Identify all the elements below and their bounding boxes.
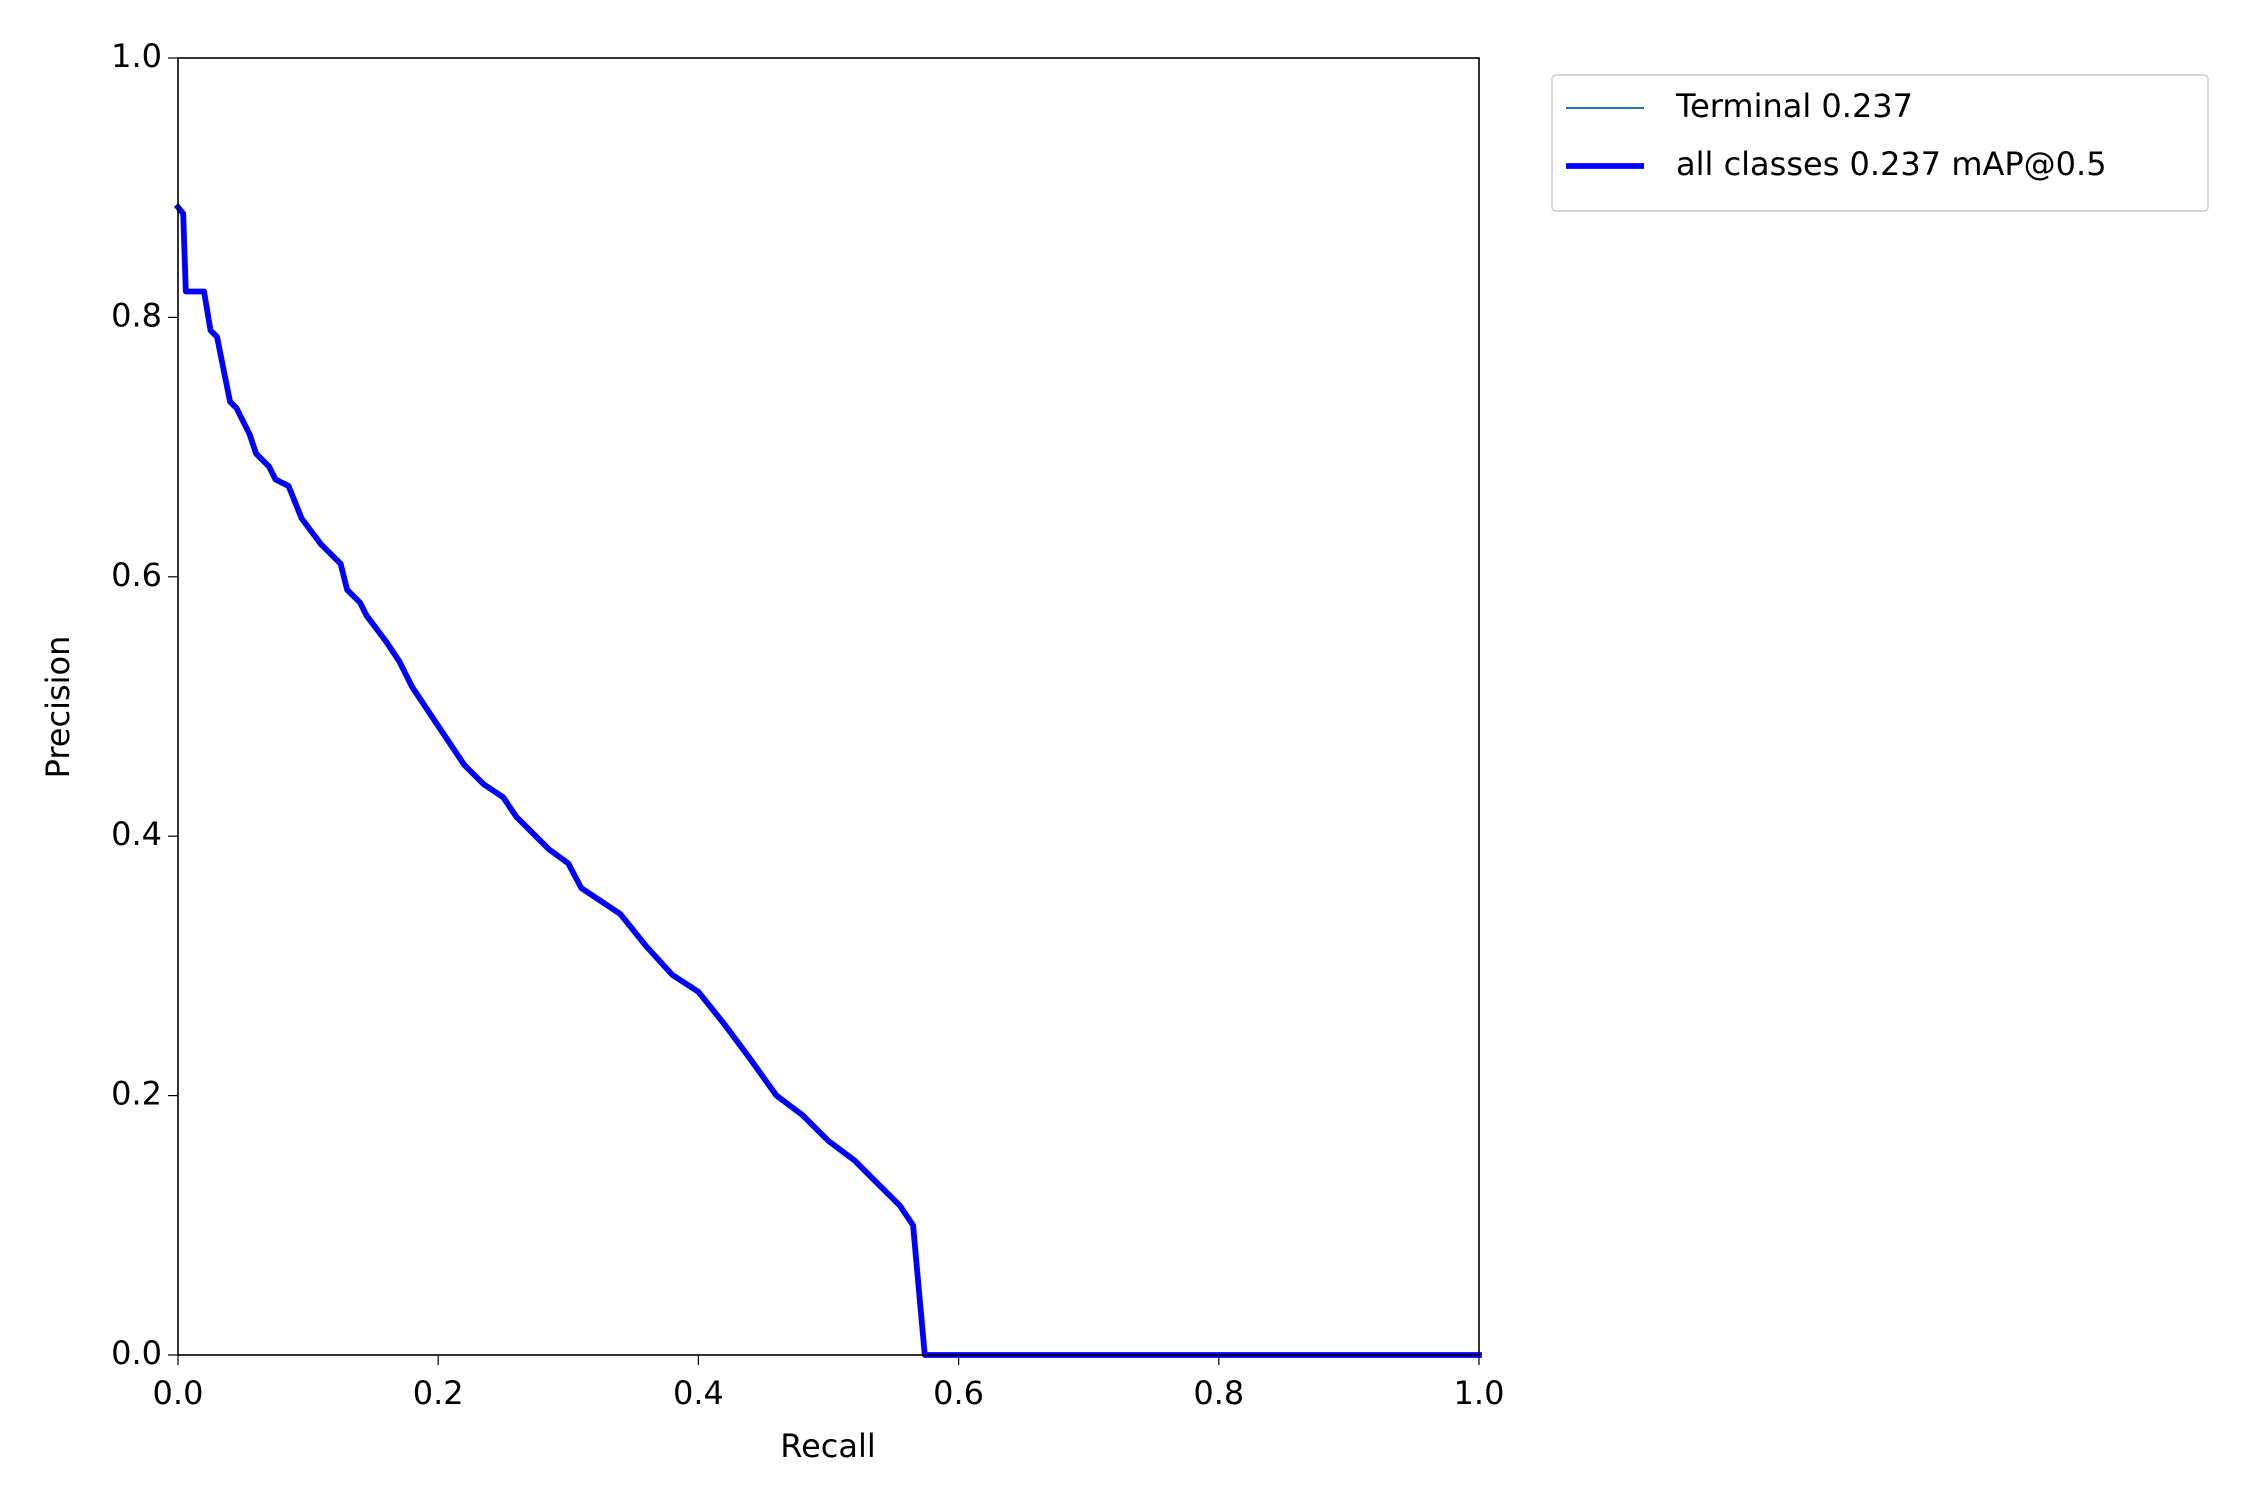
legend-label: Terminal 0.237 xyxy=(1675,87,1913,125)
x-axis-label: Recall xyxy=(780,1427,875,1465)
x-tick-label: 0.6 xyxy=(933,1374,984,1412)
x-tick-label: 0.4 xyxy=(673,1374,724,1412)
x-tick-label: 1.0 xyxy=(1454,1374,1505,1412)
y-axis-label: Precision xyxy=(39,636,77,779)
x-tick-label: 0.8 xyxy=(1193,1374,1244,1412)
x-tick-label: 0.2 xyxy=(413,1374,464,1412)
y-tick-label: 0.0 xyxy=(111,1334,162,1372)
plot-frame xyxy=(177,57,1480,1356)
y-tick-label: 0.6 xyxy=(111,556,162,594)
y-tick-label: 0.8 xyxy=(111,296,162,334)
legend-label: all classes 0.237 mAP@0.5 xyxy=(1676,145,2107,183)
y-tick-label: 0.4 xyxy=(111,815,162,853)
x-tick-label: 0.0 xyxy=(153,1374,204,1412)
series-line xyxy=(173,203,1482,1358)
legend-box xyxy=(1551,74,2209,212)
y-tick-label: 1.0 xyxy=(111,37,162,75)
y-tick-label: 0.2 xyxy=(111,1075,162,1113)
